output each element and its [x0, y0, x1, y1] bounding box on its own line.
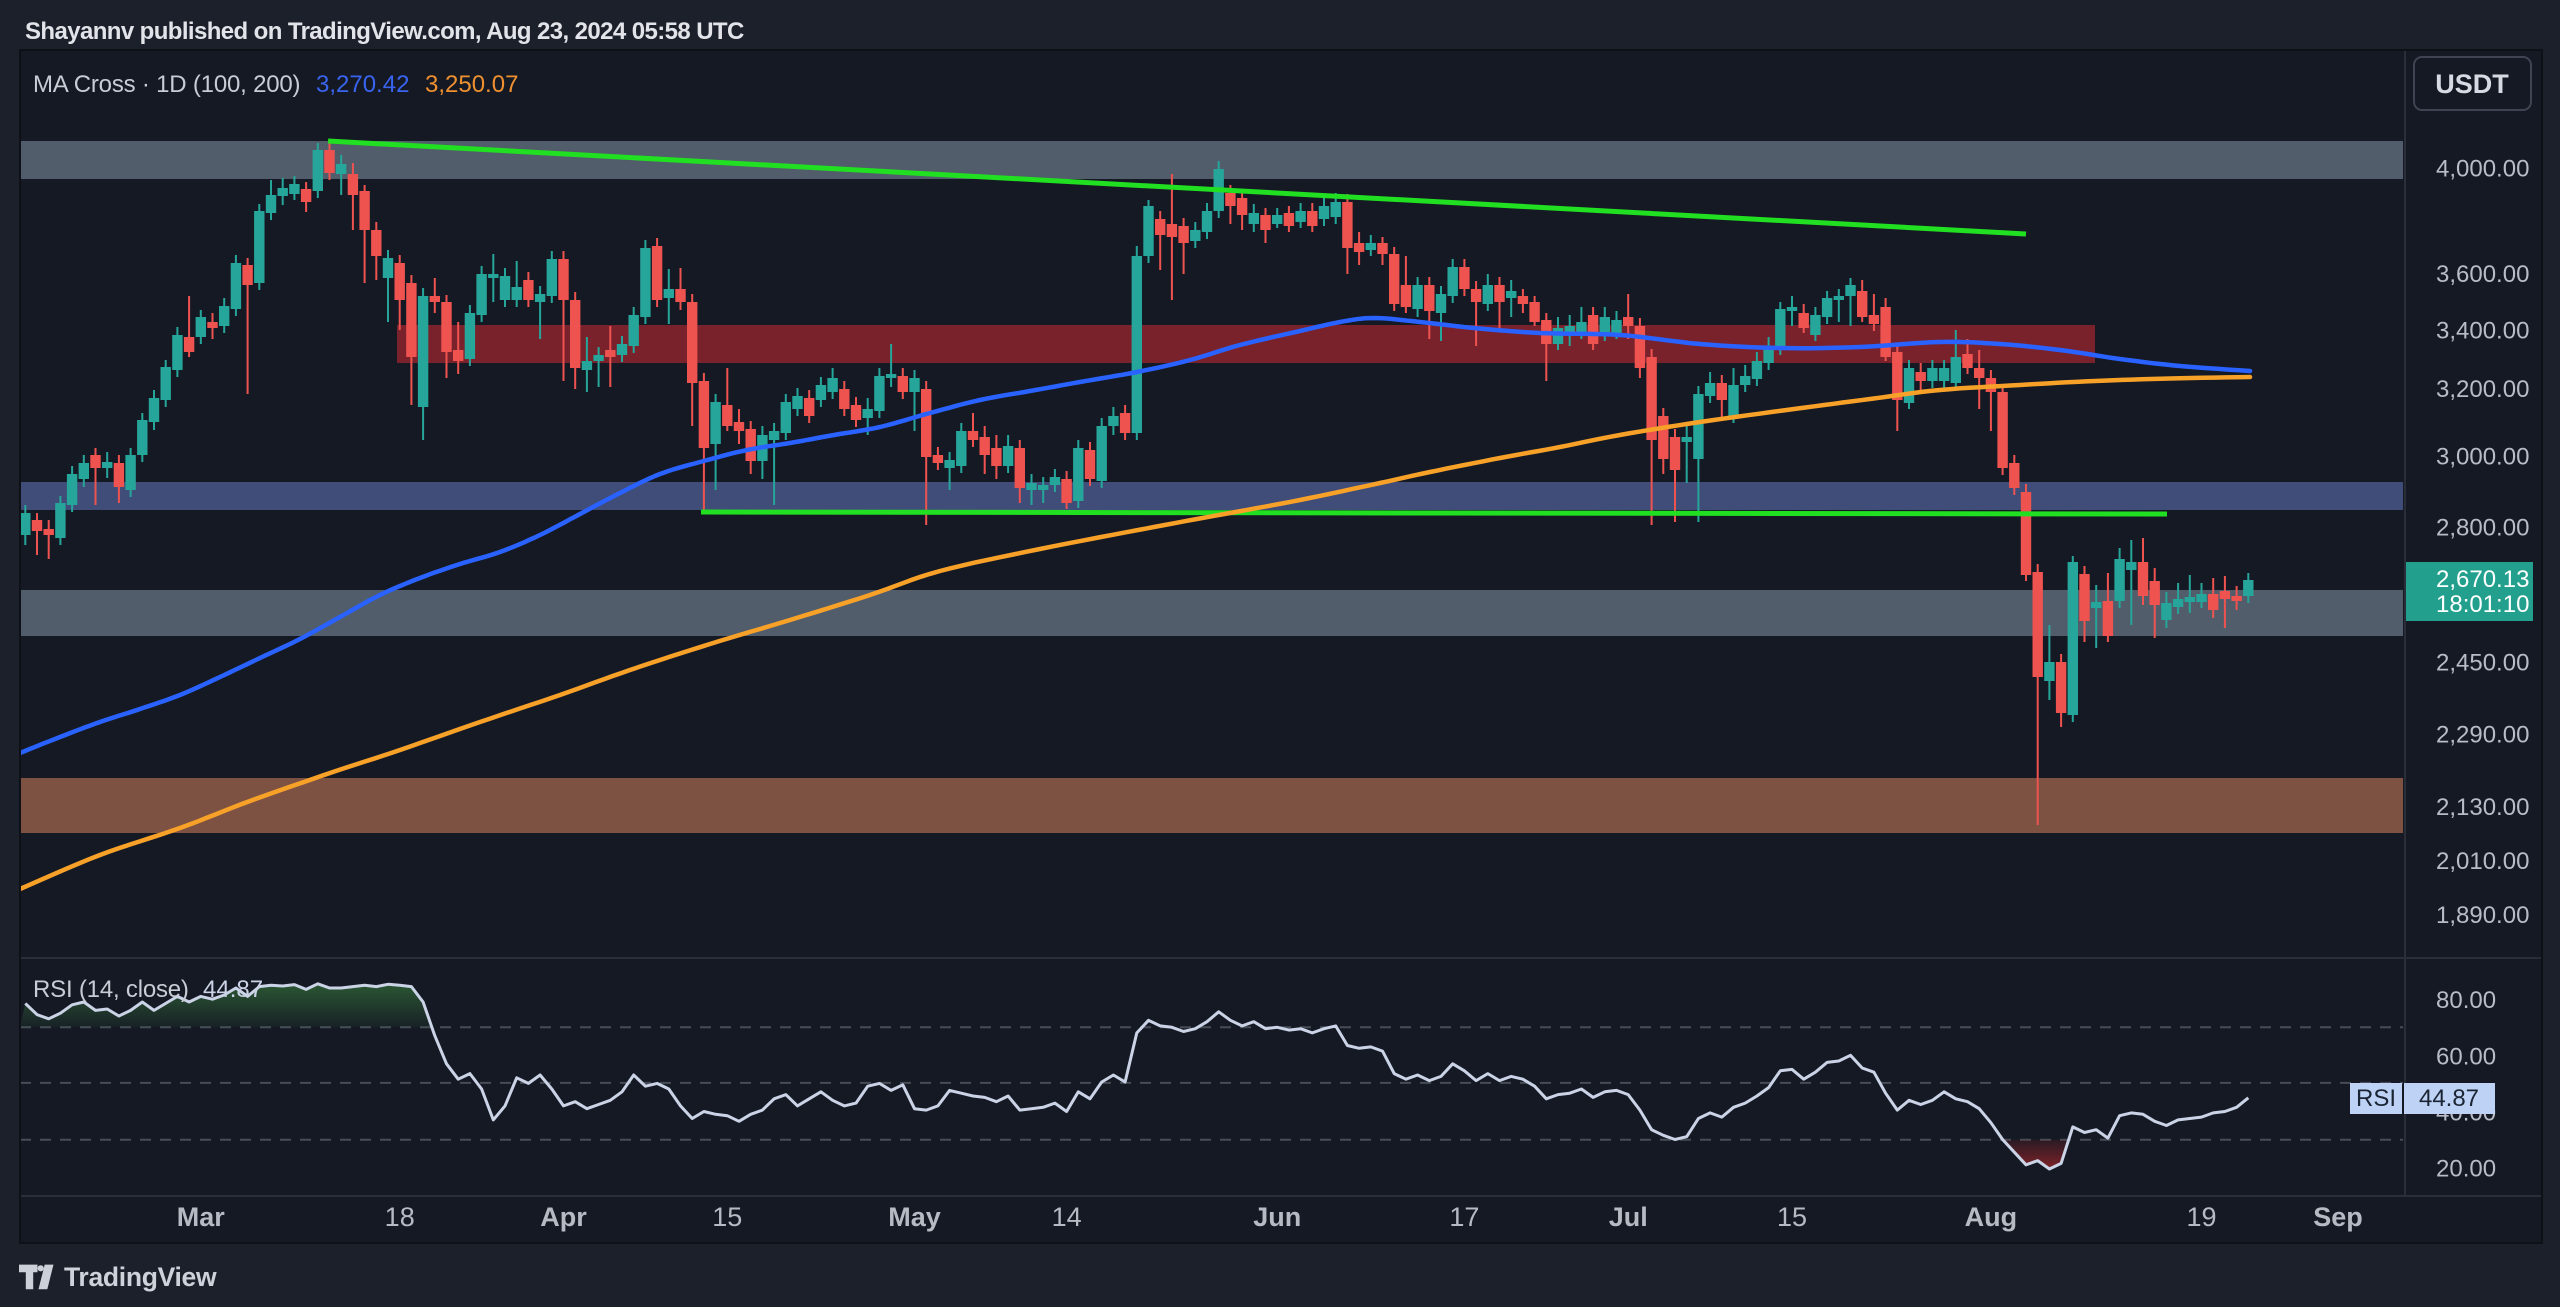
- svg-text:Jun: Jun: [1253, 1202, 1301, 1232]
- svg-text:4,000.00: 4,000.00: [2436, 156, 2529, 183]
- svg-text:18: 18: [385, 1202, 415, 1232]
- svg-text:2,010.00: 2,010.00: [2436, 848, 2529, 875]
- svg-text:USDT: USDT: [2435, 69, 2509, 99]
- svg-text:Sep: Sep: [2313, 1202, 2363, 1232]
- svg-text:44.87: 44.87: [203, 976, 263, 1003]
- svg-text:MA Cross · 1D (100, 200): MA Cross · 1D (100, 200): [33, 71, 300, 98]
- svg-text:TradingView: TradingView: [64, 1262, 217, 1292]
- svg-text:3,000.00: 3,000.00: [2436, 444, 2529, 471]
- svg-text:May: May: [888, 1202, 941, 1232]
- svg-text:80.00: 80.00: [2436, 987, 2496, 1014]
- svg-text:3,600.00: 3,600.00: [2436, 261, 2529, 288]
- svg-text:19: 19: [2186, 1202, 2216, 1232]
- svg-text:18:01:10: 18:01:10: [2436, 591, 2529, 618]
- svg-text:3,270.42: 3,270.42: [316, 71, 409, 98]
- svg-text:17: 17: [1449, 1202, 1479, 1232]
- svg-text:3,250.07: 3,250.07: [425, 71, 518, 98]
- svg-text:Jul: Jul: [1609, 1202, 1648, 1232]
- svg-text:20.00: 20.00: [2436, 1156, 2496, 1183]
- svg-text:RSI: RSI: [2356, 1085, 2396, 1112]
- svg-text:15: 15: [712, 1202, 742, 1232]
- svg-text:3,400.00: 3,400.00: [2436, 318, 2529, 345]
- svg-text:14: 14: [1052, 1202, 1082, 1232]
- svg-text:Shayannv published on TradingV: Shayannv published on TradingView.com, A…: [25, 18, 744, 45]
- svg-text:2,290.00: 2,290.00: [2436, 722, 2529, 749]
- svg-text:Apr: Apr: [540, 1202, 587, 1232]
- svg-text:60.00: 60.00: [2436, 1043, 2496, 1070]
- svg-text:15: 15: [1777, 1202, 1807, 1232]
- svg-text:Mar: Mar: [177, 1202, 226, 1232]
- svg-text:2,670.13: 2,670.13: [2436, 566, 2529, 593]
- svg-text:RSI (14, close): RSI (14, close): [33, 976, 189, 1003]
- svg-text:2,130.00: 2,130.00: [2436, 794, 2529, 821]
- svg-text:44.87: 44.87: [2419, 1085, 2479, 1112]
- svg-text:3,200.00: 3,200.00: [2436, 376, 2529, 403]
- svg-text:Aug: Aug: [1965, 1202, 2017, 1232]
- svg-text:2,800.00: 2,800.00: [2436, 515, 2529, 542]
- svg-text:1,890.00: 1,890.00: [2436, 902, 2529, 929]
- svg-text:2,450.00: 2,450.00: [2436, 649, 2529, 676]
